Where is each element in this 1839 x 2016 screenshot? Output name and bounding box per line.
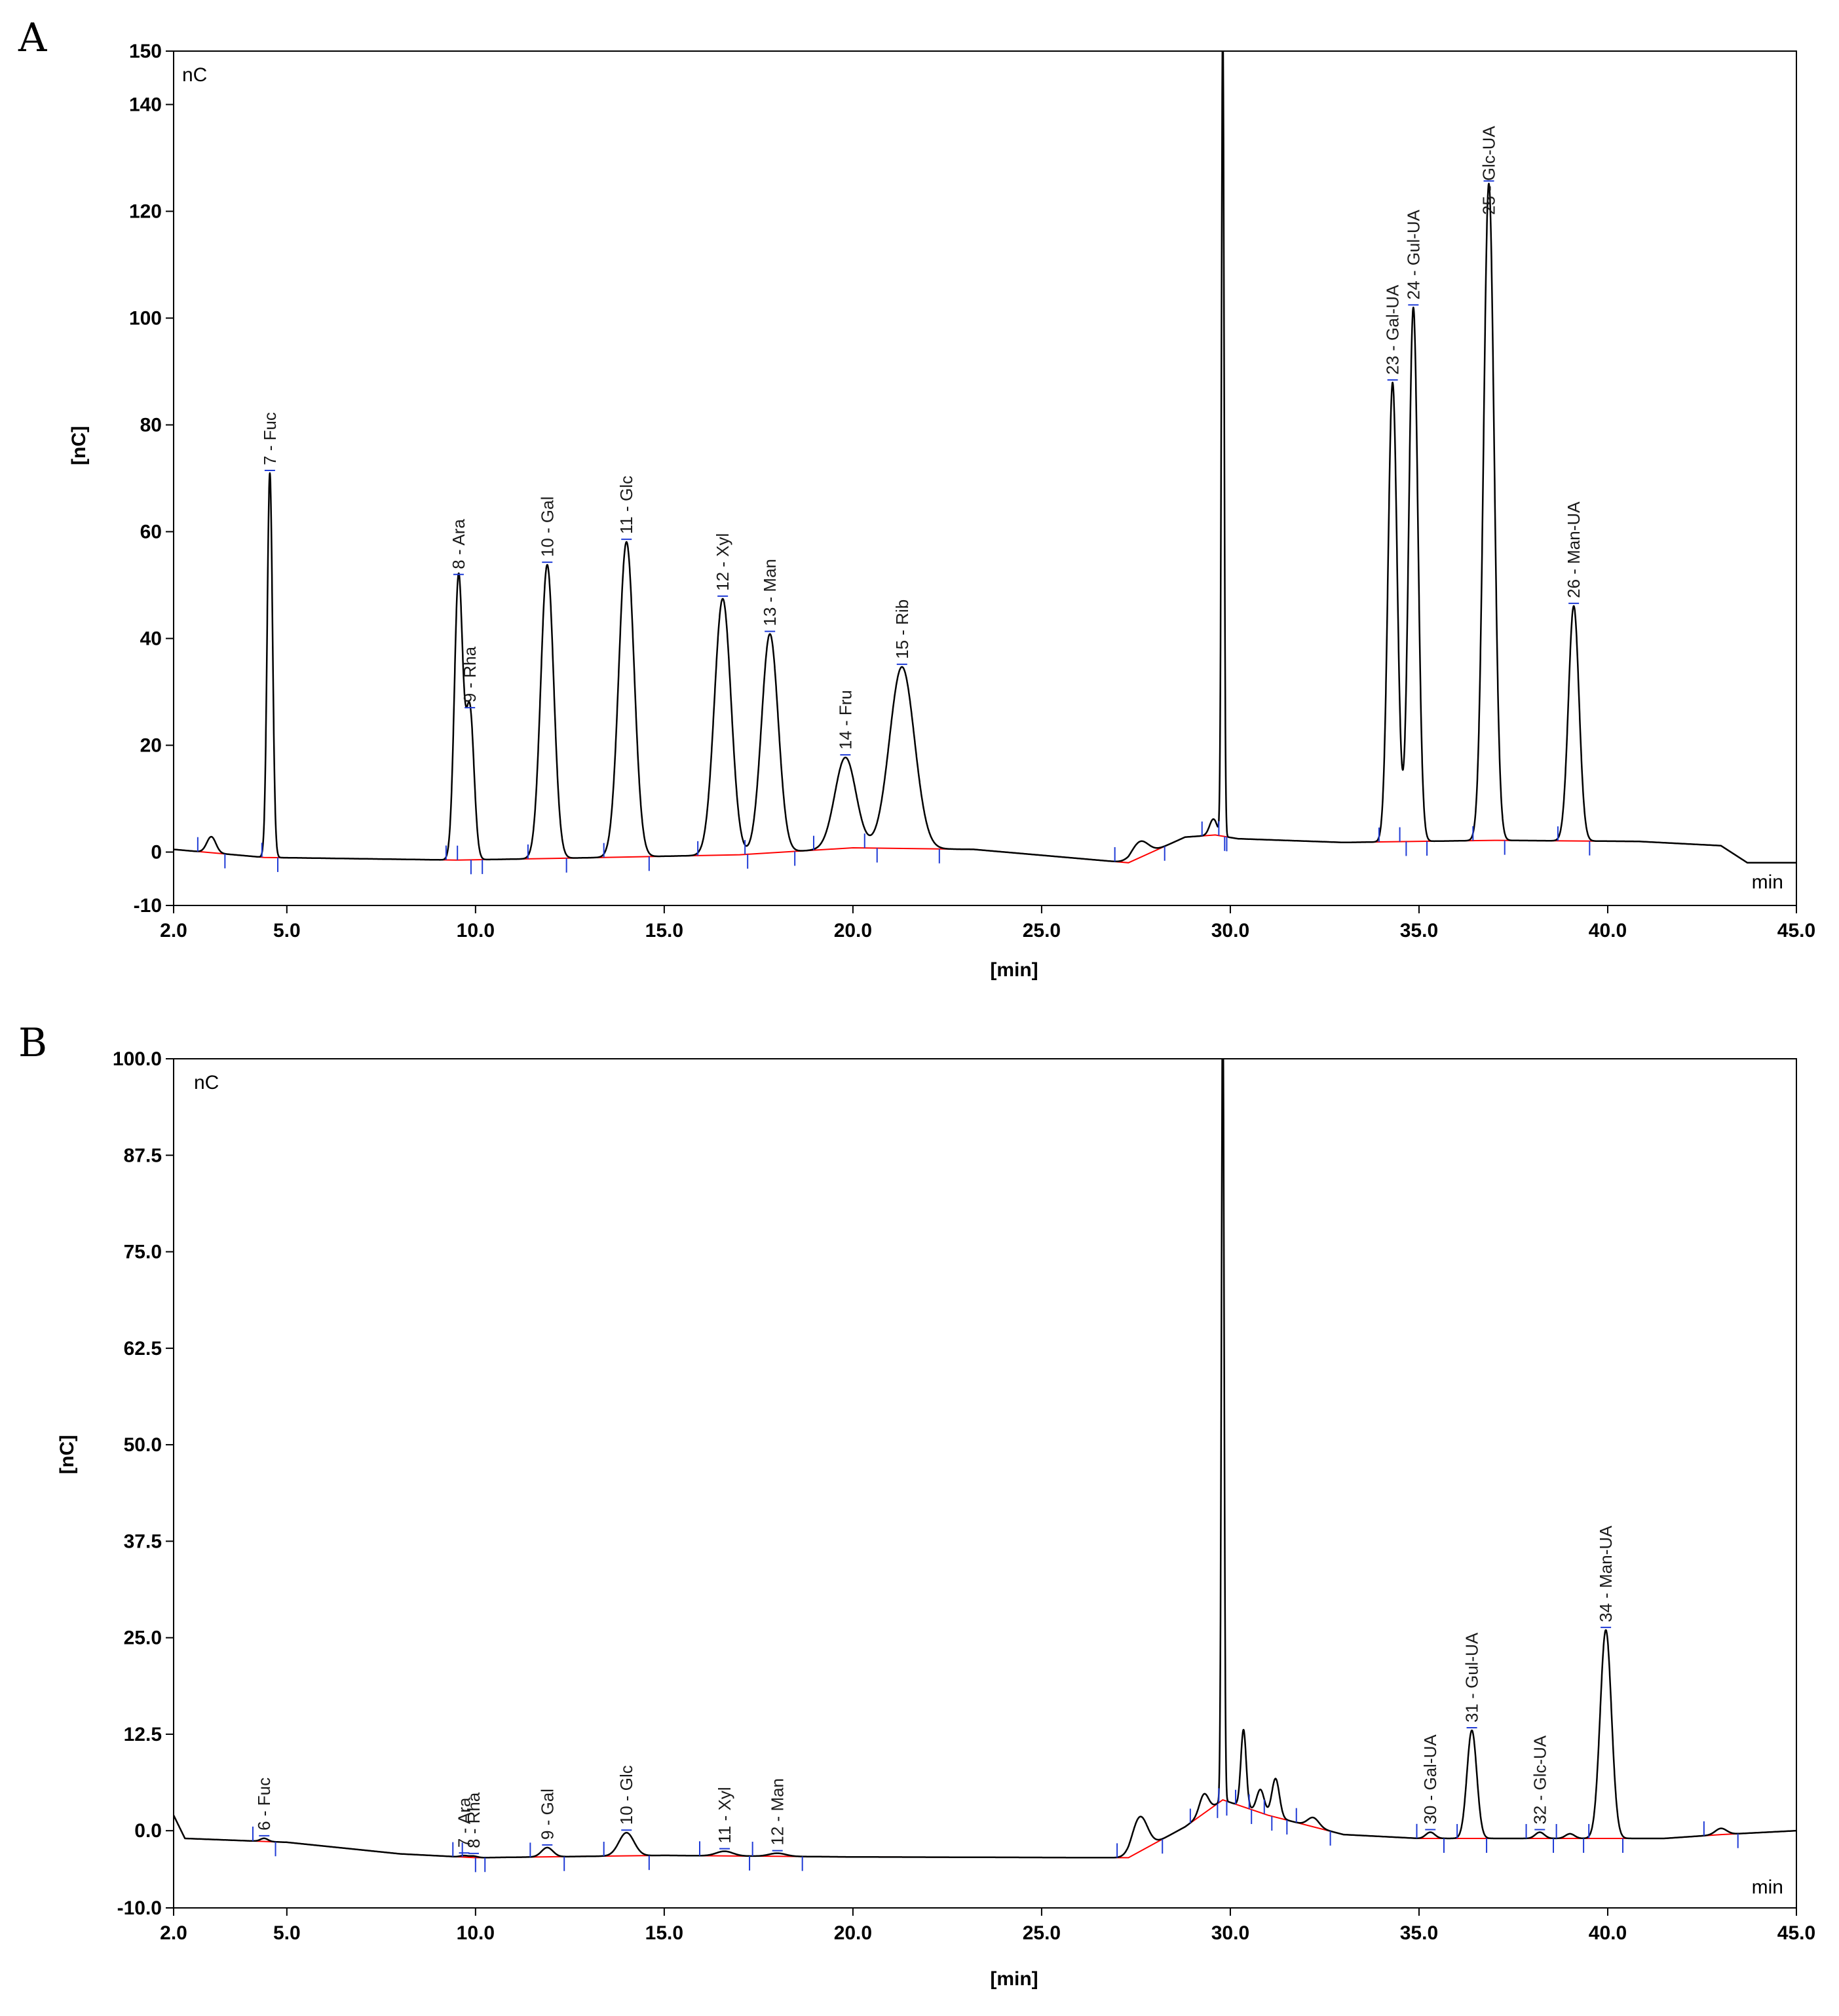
- panel-b-x-tick-label: 25.0: [1023, 1922, 1061, 1944]
- panel-a-unit-label: nC: [182, 64, 207, 86]
- peak-label-10-gal: 10 - Gal: [537, 497, 557, 558]
- peak-label-12-xyl: 12 - Xyl: [713, 533, 732, 591]
- peak-label-25-glc-ua: 25 - Glc-UA: [1479, 126, 1499, 215]
- panel-a-x-tick-label: 20.0: [834, 920, 872, 941]
- panel-b-y-tick-label: 87.5: [124, 1145, 162, 1166]
- panel-b-unit-label: nC: [194, 1072, 219, 1094]
- panel-b-plot-frame: [173, 1058, 1797, 1909]
- panel-b-x-axis-title: [min]: [990, 1968, 1038, 1990]
- panel-a-y-axis-title: [nC]: [68, 426, 90, 465]
- peak-label-7-ara: 7 - Ara: [455, 1797, 474, 1848]
- panel-b-x-tick-label: 35.0: [1400, 1922, 1438, 1944]
- panel-b-x-tick-label: 20.0: [834, 1922, 872, 1944]
- panel-b-x-tick-label: 40.0: [1589, 1922, 1627, 1944]
- panel-b-x-tick-label: 30.0: [1211, 1922, 1249, 1944]
- panel-b-y-tick-label: 62.5: [124, 1338, 162, 1360]
- panel-a-x-tick-label: 25.0: [1023, 920, 1061, 941]
- panel-b-x-unit-label: min: [1752, 1876, 1783, 1898]
- panel-b-y-tick-label: 75.0: [124, 1242, 162, 1263]
- peak-label-7-fuc: 7 - Fuc: [260, 412, 280, 465]
- panel-b-x-tick-label: 15.0: [645, 1922, 683, 1944]
- peak-label-34-man-ua: 34 - Man-UA: [1596, 1525, 1616, 1622]
- peak-label-30-gal-ua: 30 - Gal-UA: [1420, 1734, 1440, 1825]
- panel-b-chromatogram-trace: [174, 1059, 1796, 1859]
- peak-label-11-glc: 11 - Glc: [616, 476, 636, 534]
- peak-label-15-rib: 15 - Rib: [892, 599, 912, 659]
- peak-label-23-gal-ua: 23 - Gal-UA: [1383, 284, 1403, 375]
- panel-a-y-tick-label: 80: [140, 415, 162, 436]
- panel-a-integration-baseline: [174, 834, 1796, 864]
- panel-b-y-tick-label: 25.0: [124, 1627, 162, 1649]
- peak-label-31-gul-ua: 31 - Gul-UA: [1462, 1632, 1482, 1722]
- peak-label-8-ara: 8 - Ara: [449, 519, 468, 569]
- panel-b-x-tick-label: 45.0: [1777, 1922, 1815, 1944]
- peak-label-11-xyl: 11 - Xyl: [715, 1787, 734, 1843]
- panel-a-x-tick-label: 15.0: [645, 920, 683, 941]
- panel-a-x-tick-label: 35.0: [1400, 920, 1438, 941]
- peak-label-12-man: 12 - Man: [768, 1778, 787, 1846]
- peak-label-13-man: 13 - Man: [760, 559, 780, 626]
- panel-b-x-tick-label: 2.0: [160, 1922, 187, 1944]
- panel-b-y-tick-label: 100.0: [113, 1048, 162, 1070]
- panel-b-y-axis-title: [nC]: [56, 1435, 78, 1474]
- panel-a-x-tick-label: 2.0: [160, 920, 187, 941]
- panel-b-y-tick-label: 37.5: [124, 1531, 162, 1552]
- panel-b-y-tick-label: 0.0: [134, 1820, 162, 1842]
- peak-label-6-fuc: 6 - Fuc: [254, 1778, 274, 1831]
- peak-label-32-glc-ua: 32 - Glc-UA: [1530, 1735, 1549, 1824]
- panel-a-y-tick-label: 100: [129, 308, 162, 330]
- panel-a-x-tick-label: 45.0: [1777, 920, 1815, 941]
- peak-label-9-gal: 9 - Gal: [537, 1789, 557, 1840]
- panel-a-plot-frame: [173, 50, 1797, 906]
- peak-label-24-gul-ua: 24 - Gul-UA: [1403, 209, 1423, 299]
- peak-label-14-fru: 14 - Fru: [835, 690, 855, 750]
- peak-label-9-rha: 9 - Rha: [460, 646, 480, 702]
- panel-a-chromatogram-trace: [174, 51, 1796, 864]
- panel-b-letter: B: [18, 1020, 47, 1066]
- panel-a-y-tick-label: -10: [134, 895, 162, 917]
- panel-a-x-unit-label: min: [1752, 871, 1783, 893]
- panel-a-x-tick-label: 5.0: [273, 920, 301, 941]
- peak-label-8-rha: 8 - Rha: [464, 1792, 483, 1848]
- panel-b-y-tick-label: 12.5: [124, 1724, 162, 1745]
- panel-a-y-tick-label: 140: [129, 94, 162, 116]
- peak-label-10-glc: 10 - Glc: [616, 1765, 636, 1825]
- panel-a-x-tick-label: 10.0: [457, 920, 495, 941]
- panel-a-x-tick-label: 40.0: [1589, 920, 1627, 941]
- panel-b-y-tick-label: -10.0: [117, 1897, 162, 1919]
- panel-b-y-tick-label: 50.0: [124, 1434, 162, 1456]
- panel-a-y-tick-label: 20: [140, 735, 162, 757]
- chart-panel-a: A 2.0 5.0 10.0 15.0 20.0 25.0 30.0 35.0 40.0 45.0…: [18, 15, 1815, 981]
- panel-a-y-tick-label: 60: [140, 522, 162, 543]
- panel-a-y-tick-label: 0: [151, 842, 162, 864]
- panel-a-y-tick-label: 40: [140, 628, 162, 650]
- peak-label-26-man-ua: 26 - Man-UA: [1564, 501, 1583, 598]
- panel-b-x-tick-label: 10.0: [457, 1922, 495, 1944]
- panel-a-y-tick-label: 150: [129, 41, 162, 62]
- panel-a-y-tick-label: 120: [129, 201, 162, 223]
- panel-a-letter: A: [18, 15, 47, 61]
- panel-b-x-tick-label: 5.0: [273, 1922, 301, 1944]
- panel-a-x-axis-title: [min]: [990, 959, 1038, 981]
- panel-a-x-tick-label: 30.0: [1211, 920, 1249, 941]
- chart-panel-b: B 2.0 5.0 10.0 15.0 20.0 25.0 30.0 35.0 40.0 45.0…: [18, 1020, 1815, 1990]
